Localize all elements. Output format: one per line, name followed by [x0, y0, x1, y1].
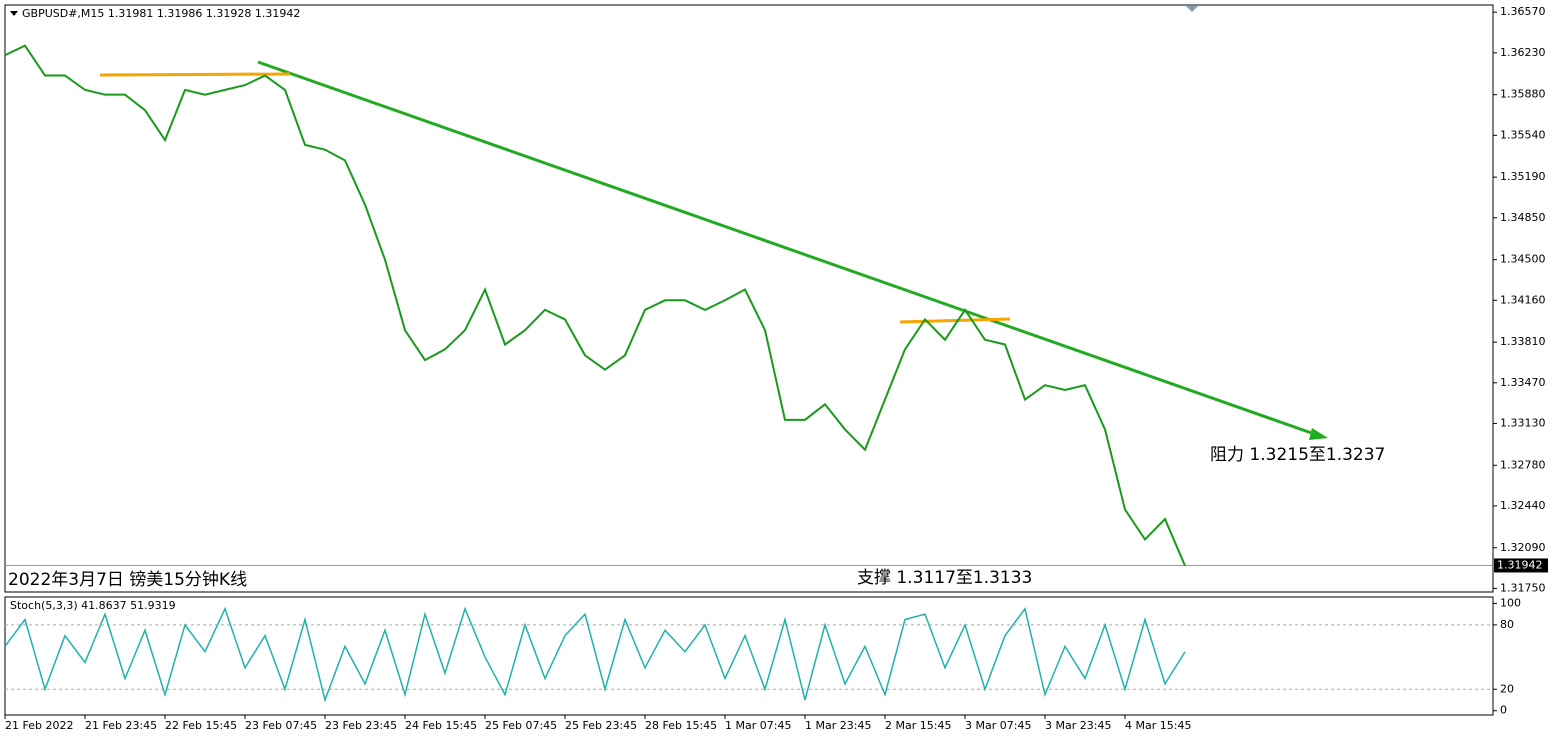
y-tick-label: 20 [1500, 682, 1514, 695]
y-tick-label: 80 [1500, 618, 1514, 631]
y-tick-label: 1.33130 [1500, 416, 1546, 429]
y-tick-label: 1.35190 [1500, 170, 1546, 183]
x-tick-label: 3 Mar 23:45 [1045, 719, 1111, 732]
chart-title: GBPUSD#,M15 1.31981 1.31986 1.31928 1.31… [22, 7, 300, 20]
x-tick-label: 24 Feb 15:45 [405, 719, 477, 732]
x-tick-label: 25 Feb 07:45 [485, 719, 557, 732]
y-tick-label: 1.32780 [1500, 458, 1546, 471]
y-tick-label: 1.35880 [1500, 88, 1546, 101]
stoch-title: Stoch(5,3,3) 41.8637 51.9319 [10, 599, 176, 612]
x-tick-label: 21 Feb 23:45 [85, 719, 157, 732]
x-tick-label: 1 Mar 07:45 [725, 719, 791, 732]
y-tick-label: 1.34500 [1500, 253, 1546, 266]
x-tick-label: 4 Mar 15:45 [1125, 719, 1191, 732]
resistance-line [99, 72, 291, 77]
annotation: 2022年3月7日 镑美15分钟K线 [8, 570, 247, 590]
menu-marker [10, 11, 18, 16]
annotation: 阻力 1.3215至1.3237 [1210, 445, 1385, 465]
last-price-box [1494, 558, 1548, 573]
shift-marker [1186, 6, 1198, 12]
resistance-line [899, 317, 1011, 324]
y-tick-label: 1.33470 [1500, 376, 1546, 389]
y-tick-label: 1.36230 [1500, 46, 1546, 59]
price-line [4, 44, 1186, 567]
x-tick-label: 23 Feb 07:45 [245, 719, 317, 732]
y-tick-label: 1.35540 [1500, 128, 1546, 141]
trend-line [257, 60, 1321, 438]
x-tick-label: 21 Feb 2022 [5, 719, 73, 732]
y-tick-label: 1.32440 [1500, 499, 1546, 512]
stoch-panel [4, 596, 1494, 716]
stoch-line [4, 606, 1186, 703]
x-tick-label: 2 Mar 15:45 [885, 719, 951, 732]
y-tick-label: 100 [1500, 596, 1521, 609]
y-tick-label: 1.34850 [1500, 211, 1546, 224]
x-tick-label: 25 Feb 23:45 [565, 719, 637, 732]
annotation: 支撑 1.3117至1.3133 [857, 568, 1032, 588]
y-tick-label: 1.36570 [1500, 5, 1546, 18]
trend-arrow [1309, 428, 1328, 440]
x-tick-label: 22 Feb 15:45 [165, 719, 237, 732]
y-tick-label: 1.32090 [1500, 541, 1546, 554]
x-tick-label: 1 Mar 23:45 [805, 719, 871, 732]
x-tick-label: 28 Feb 15:45 [645, 719, 717, 732]
y-tick-label: 1.34160 [1500, 293, 1546, 306]
last-price-label: 1.31942 [1497, 558, 1543, 571]
y-tick-label: 1.31750 [1500, 581, 1546, 594]
price-panel [4, 4, 1494, 593]
x-tick-label: 23 Feb 23:45 [325, 719, 397, 732]
y-tick-label: 1.33810 [1500, 335, 1546, 348]
x-tick-label: 3 Mar 07:45 [965, 719, 1031, 732]
y-tick-label: 0 [1500, 704, 1507, 717]
